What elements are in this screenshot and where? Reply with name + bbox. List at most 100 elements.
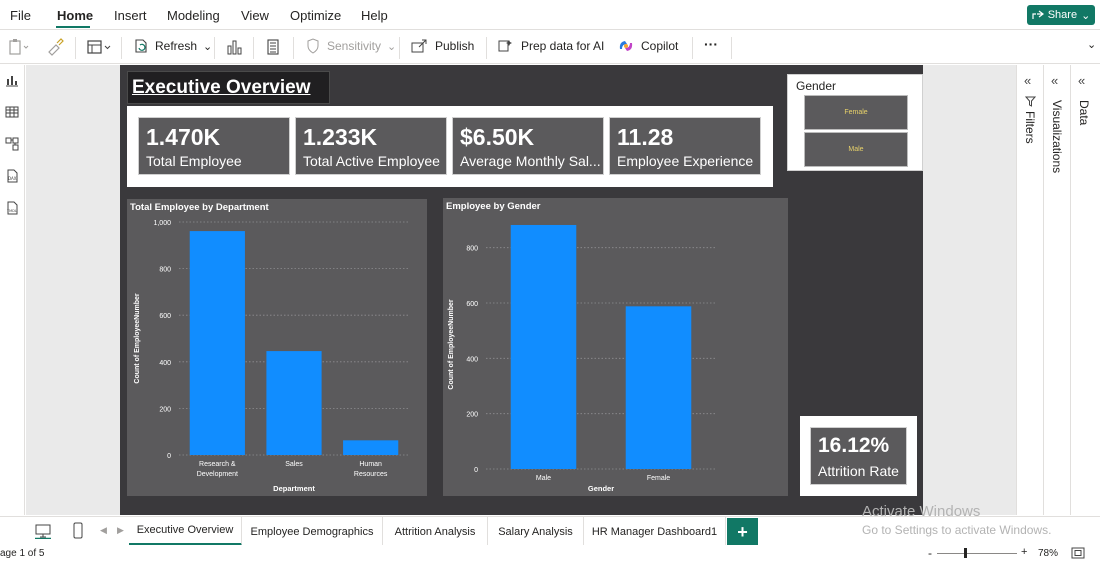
kpi-value: $6.50K [460, 124, 535, 150]
visualizations-pane-collapsed[interactable]: « Visualizations [1043, 65, 1070, 515]
add-page-button[interactable]: + [727, 518, 758, 546]
kpi-card-total-employee[interactable]: 1.470K Total Employee [138, 117, 290, 175]
table-calc-icon [87, 40, 111, 54]
chart-svg: 0 200 400 600 800 1,000 Research & Development S… [134, 220, 409, 493]
department-bar-chart[interactable]: Total Employee by Department 0 200 400 600 8… [127, 199, 427, 496]
publish-button[interactable]: Publish [411, 38, 474, 54]
chart-title: Total Employee by Department [130, 202, 269, 213]
kpi-card-average-salary[interactable]: $6.50K Average Monthly Sal... [452, 117, 604, 175]
report-title-box[interactable]: Executive Overview [127, 71, 330, 104]
tab-attrition-analysis[interactable]: Attrition Analysis [383, 517, 488, 546]
model-view-icon[interactable] [5, 137, 19, 151]
copilot-icon [619, 41, 633, 51]
menu-help[interactable]: Help [361, 8, 388, 23]
gender-bar-chart[interactable]: Employee by Gender 0 200 400 600 800 Male Fema… [443, 198, 788, 496]
sensitivity-label: Sensitivity [327, 39, 382, 53]
tab-salary-analysis[interactable]: Salary Analysis [488, 517, 584, 546]
transform-button[interactable] [86, 38, 112, 56]
kpi-card-attrition-rate[interactable]: 16.12% Attrition Rate [810, 427, 907, 485]
ribbon-separator [293, 37, 294, 59]
collapse-ribbon-chevron-icon[interactable]: ⌄ [1087, 39, 1097, 51]
x-tick-label: Development [197, 471, 238, 478]
kpi-card-active-employee[interactable]: 1.233K Total Active Employee [295, 117, 447, 175]
y-tick-label: 0 [474, 467, 478, 474]
menu-optimize[interactable]: Optimize [290, 8, 342, 23]
refresh-button[interactable]: Refresh ⌄ [133, 38, 212, 54]
gender-slicer[interactable]: Gender Female Male [787, 74, 923, 171]
tab-hr-manager-dashboard1[interactable]: HR Manager Dashboard1 [584, 517, 726, 546]
active-menu-indicator [56, 26, 90, 28]
chevron-down-icon: ⌄ [387, 40, 397, 53]
menu-home[interactable]: Home [57, 8, 94, 23]
new-visual-button[interactable] [225, 38, 243, 56]
share-button[interactable]: Share ⌄ [1027, 5, 1095, 25]
zoom-out-button[interactable]: - [928, 546, 932, 560]
dax-query-view-icon[interactable]: DAX [5, 169, 19, 183]
tab-employee-demographics[interactable]: Employee Demographics [242, 517, 383, 546]
attrition-panel[interactable]: 16.12% Attrition Rate [800, 416, 917, 496]
expand-chevron-icon[interactable]: « [1078, 73, 1086, 88]
ribbon-toolbar: Refresh ⌄ Sensitivity ⌄ Publish Prep dat… [0, 31, 1100, 64]
copilot-button[interactable]: Copilot [617, 38, 678, 54]
menu-modeling[interactable]: Modeling [167, 8, 220, 23]
fit-to-page-icon[interactable] [1071, 547, 1085, 559]
x-tick-label: Resources [354, 471, 388, 478]
format-painter-button[interactable] [46, 38, 64, 56]
zoom-slider-thumb[interactable] [964, 548, 967, 558]
kpi-value: 1.470K [146, 124, 221, 150]
x-tick-label: Female [647, 475, 670, 482]
expand-chevron-icon[interactable]: « [1024, 73, 1032, 88]
y-axis-title: Count of EmployeeNumber [448, 299, 455, 390]
zoom-in-button[interactable]: + [1021, 546, 1028, 558]
next-page-icon[interactable]: ▶ [117, 525, 124, 535]
menu-view[interactable]: View [241, 8, 269, 23]
tmdl-view-icon[interactable]: TMDL [5, 201, 19, 215]
data-pane-collapsed[interactable]: « Data [1070, 65, 1100, 515]
slicer-option-male[interactable]: Male [804, 132, 908, 167]
y-tick-label: 400 [466, 356, 478, 363]
data-label: Data [1077, 100, 1091, 126]
paste-button[interactable] [8, 38, 30, 56]
table-view-icon[interactable] [5, 105, 19, 119]
kpi-card-employee-experience[interactable]: 11.28 Employee Experience [609, 117, 761, 175]
filters-pane-collapsed[interactable]: « Filters [1016, 65, 1043, 515]
refresh-label: Refresh [155, 39, 198, 53]
kpi-panel[interactable]: 1.470K Total Employee 1.233K Total Activ… [127, 106, 773, 187]
new-calculation-button[interactable] [265, 38, 281, 56]
y-tick-label: 800 [159, 267, 171, 274]
menu-insert[interactable]: Insert [114, 8, 147, 23]
report-view-icon[interactable] [5, 73, 19, 87]
desktop-layout-icon[interactable] [34, 523, 52, 539]
sensitivity-button[interactable]: Sensitivity ⌄ [305, 38, 396, 54]
y-tick-label: 1,000 [153, 220, 171, 227]
ribbon-separator [253, 37, 254, 59]
chart-svg: 0 200 400 600 800 Male Female Gender Count of Em… [448, 224, 716, 493]
shield-icon [307, 38, 319, 54]
bar [625, 306, 692, 469]
prev-page-icon[interactable]: ◀ [100, 525, 107, 535]
clipboard-icon [9, 39, 29, 55]
refresh-icon [135, 39, 147, 53]
menu-file[interactable]: File [10, 8, 31, 23]
slicer-option-female[interactable]: Female [804, 95, 908, 130]
chevron-down-icon: ⌄ [203, 40, 213, 53]
ribbon-separator [121, 37, 122, 59]
view-switcher-rail: DAX TMDL [0, 65, 25, 515]
y-tick-label: 200 [159, 406, 171, 413]
expand-chevron-icon[interactable]: « [1051, 73, 1059, 88]
status-bar: age 1 of 5 - + 78% [0, 545, 1100, 561]
svg-text:DAX: DAX [8, 176, 17, 181]
calculator-icon [267, 39, 279, 55]
bar [189, 231, 245, 455]
mobile-layout-icon[interactable] [72, 522, 84, 539]
activate-windows-hint: Go to Settings to activate Windows. [862, 523, 1052, 537]
more-options-button[interactable]: ··· [704, 36, 718, 52]
bar [510, 224, 577, 469]
prep-data-button[interactable]: Prep data for AI [497, 38, 604, 54]
svg-text:TMDL: TMDL [6, 209, 17, 213]
data-prep-icon [498, 40, 512, 52]
bar [343, 440, 399, 455]
zoom-slider-track[interactable] [937, 553, 1017, 554]
tab-executive-overview[interactable]: Executive Overview [129, 517, 242, 546]
